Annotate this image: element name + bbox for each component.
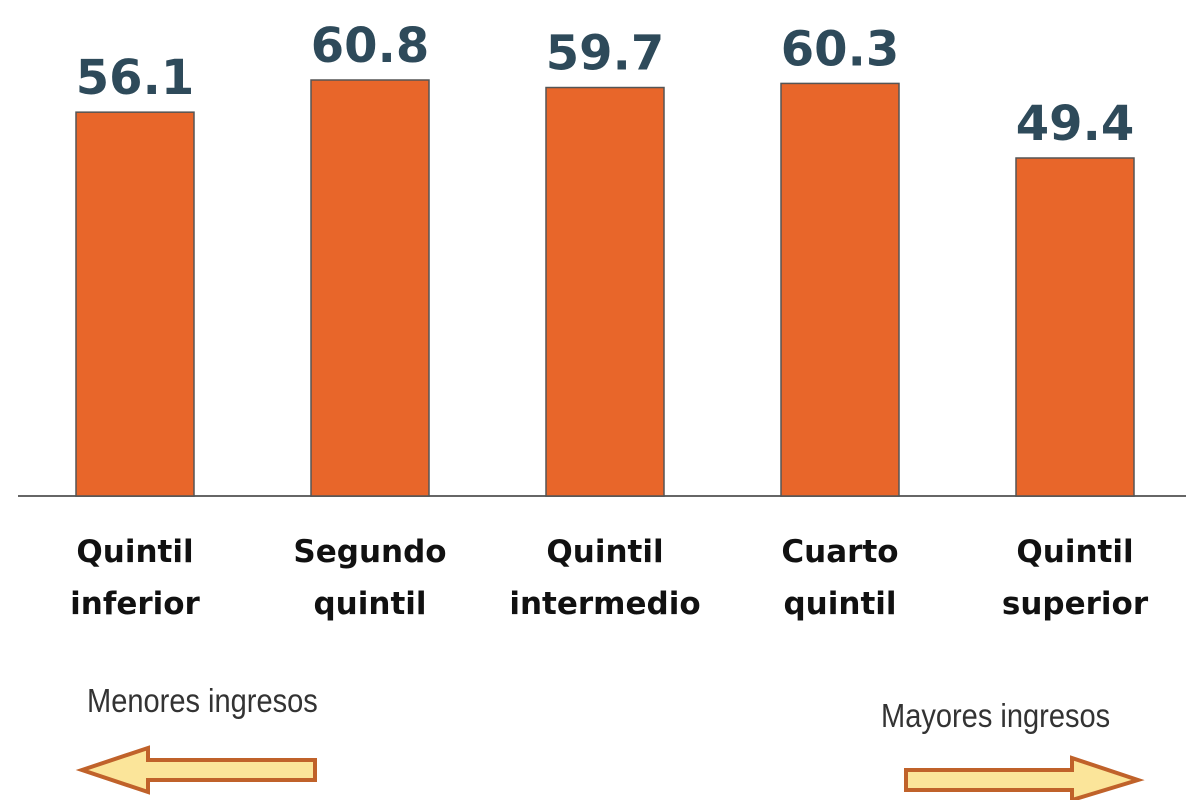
value-label: 49.4 [1016, 96, 1134, 152]
bar [780, 82, 900, 497]
bar [1015, 157, 1135, 497]
x-tick-label: Quintil superior [1001, 534, 1149, 622]
bar [310, 79, 430, 497]
x-tick-label: Quintil inferior [70, 534, 200, 622]
bar [545, 86, 665, 497]
value-label: 60.3 [781, 21, 899, 77]
annotation: Menores ingresos [87, 682, 318, 719]
right-arrow [904, 755, 1145, 800]
left-arrow [75, 745, 317, 795]
value-label: 60.8 [311, 18, 429, 74]
value-label: 56.1 [76, 50, 194, 106]
annotation: Mayores ingresos [881, 697, 1111, 734]
x-tick-label: Cuarto quintil [781, 534, 899, 622]
x-tick-label: Segundo quintil [293, 534, 447, 622]
bar [75, 111, 195, 497]
x-tick-label: Quintil intermedio [509, 534, 701, 622]
value-label: 59.7 [546, 26, 664, 82]
